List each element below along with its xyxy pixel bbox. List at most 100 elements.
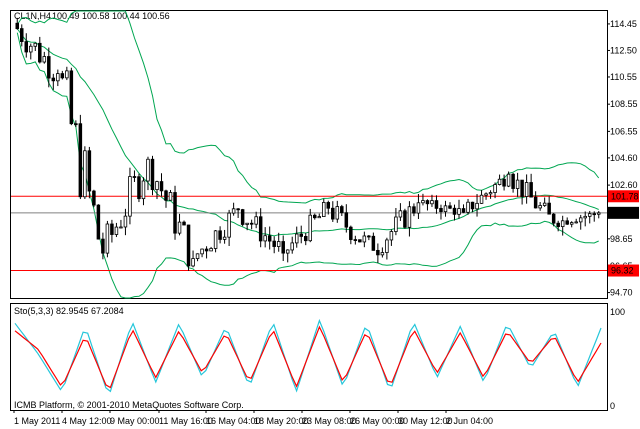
candle-body	[38, 42, 42, 63]
candle-body	[155, 181, 159, 191]
candle-body	[340, 206, 344, 214]
candle-body	[362, 235, 367, 243]
candle-body	[479, 194, 484, 204]
time-tick-label: 30 May 12:00	[398, 416, 453, 426]
candle-body	[263, 235, 267, 242]
price-tick-label: 94.70	[610, 288, 633, 298]
candle-body	[385, 239, 389, 253]
candle-body	[434, 200, 439, 209]
horizontal-levels[interactable]: 101.78 96.32 100.56	[11, 190, 639, 277]
stoch-signal-line	[14, 325, 602, 389]
candle-body	[421, 200, 425, 204]
candle-body	[195, 253, 200, 259]
candle-body	[457, 208, 461, 215]
candle-body	[20, 28, 24, 42]
bollinger-bands	[16, 10, 600, 299]
candle-body	[443, 205, 448, 213]
time-tick-label: 23 May 08:00	[302, 416, 357, 426]
candle-body	[87, 150, 92, 192]
candle-body	[376, 249, 380, 256]
price-tick-label: 98.65	[610, 234, 633, 244]
time-tick-label: 26 May 00:00	[350, 416, 405, 426]
symbol-label: CL1N,H4	[14, 11, 51, 21]
candle-body	[335, 206, 340, 220]
candle-body	[452, 207, 457, 215]
candle-body	[407, 206, 412, 228]
candle-body	[569, 222, 574, 225]
candle-body	[47, 56, 51, 79]
candle-body	[56, 73, 60, 82]
candle-body	[249, 222, 254, 225]
stochastic-oscillator: 100 0	[14, 307, 625, 411]
current-price-label-bg	[608, 206, 639, 219]
candle-body	[65, 70, 69, 79]
candle-body	[425, 200, 430, 205]
candle-body	[529, 182, 533, 198]
candle-body	[128, 176, 132, 217]
candle-body	[344, 212, 349, 228]
candle-body	[119, 226, 123, 229]
candle-body	[245, 222, 249, 225]
candle-body	[398, 210, 403, 218]
candle-body	[200, 248, 204, 255]
candle-body	[114, 226, 119, 235]
candle-body	[583, 215, 587, 219]
candle-body	[542, 202, 547, 206]
candle-body	[240, 209, 245, 225]
candle-body	[587, 213, 592, 217]
candle-body	[556, 222, 560, 227]
candle-body	[488, 192, 493, 195]
candle-body	[448, 205, 452, 209]
price-tick-label: 104.60	[610, 153, 638, 163]
candle-body	[78, 123, 83, 198]
stoch-title: Sto(5,3,3) 82.9545 67.2084	[14, 306, 124, 316]
candle-body	[299, 233, 303, 237]
candle-body	[303, 236, 308, 242]
level-label-bg	[608, 190, 639, 203]
stoch-tick-label: 100	[610, 307, 625, 317]
price-pane-frame	[10, 10, 608, 299]
candle-body	[358, 239, 362, 243]
candle-body	[276, 241, 281, 247]
price-tick-label: 112.50	[610, 45, 637, 55]
price-tick-label: 108.55	[610, 99, 638, 109]
candle-body	[475, 202, 479, 210]
candle-body	[150, 158, 155, 191]
candle-body	[177, 221, 182, 234]
candle-body	[123, 215, 128, 228]
band-middle	[16, 28, 599, 237]
candle-body	[524, 182, 529, 197]
candle-body	[137, 176, 141, 200]
candle-body	[551, 213, 556, 224]
candle-body	[146, 158, 150, 182]
candle-body	[317, 216, 322, 219]
candle-body	[164, 190, 168, 201]
candle-body	[186, 224, 191, 267]
candle-body	[353, 239, 358, 241]
candle-body	[380, 252, 385, 256]
band-lower	[16, 32, 599, 299]
time-axis: 1 May 2011 4 May 12:009 May 00:00 11 May 1…	[13, 410, 493, 426]
current-price-label: 100.56	[611, 208, 639, 218]
candle-body	[96, 204, 101, 240]
candle-body	[326, 202, 331, 209]
time-tick-label: 16 May 04:00	[206, 416, 261, 426]
candle-body	[565, 220, 569, 225]
candle-body	[506, 173, 511, 187]
candle-body	[236, 208, 240, 211]
candle-body	[331, 207, 335, 220]
candle-body	[308, 214, 313, 242]
candle-body	[258, 216, 263, 242]
candle-body	[367, 235, 371, 238]
candle-body	[371, 235, 376, 251]
candle-body	[33, 42, 38, 47]
candle-body	[218, 230, 222, 240]
price-tick-label: 110.55	[610, 72, 637, 82]
candle-body	[461, 208, 466, 213]
candle-body	[24, 41, 29, 53]
candle-body	[547, 202, 551, 215]
candle-body	[204, 248, 209, 252]
candle-body	[231, 208, 236, 214]
candle-body	[222, 236, 227, 240]
